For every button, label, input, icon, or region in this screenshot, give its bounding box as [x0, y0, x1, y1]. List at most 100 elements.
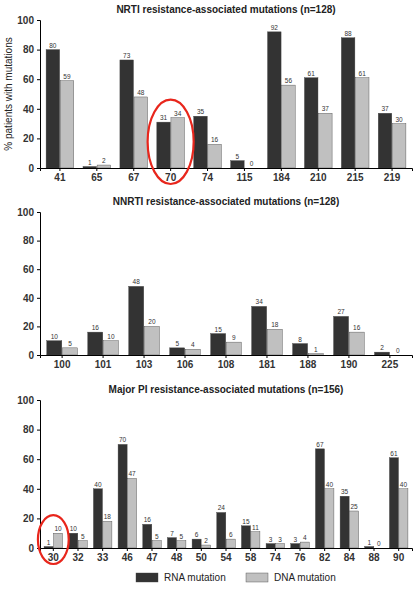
y-tick-mark — [37, 138, 40, 139]
data-label: 47 — [128, 470, 136, 477]
y-tick-label: 100 — [17, 395, 34, 406]
bar — [291, 544, 300, 548]
x-tick-label: 58 — [245, 552, 257, 563]
x-tick-mark — [133, 168, 134, 171]
x-axis: 100101103106108181188190225 — [41, 355, 413, 370]
data-label: 8 — [298, 336, 302, 343]
x-tick-mark — [77, 548, 78, 551]
y-tick-label: 20 — [23, 321, 35, 332]
bar — [62, 348, 77, 355]
bar — [399, 489, 408, 548]
bar — [202, 545, 211, 548]
x-tick: 46 — [122, 548, 134, 563]
bar — [231, 161, 245, 168]
highlight-ellipse — [38, 515, 69, 564]
x-tick-label: 74 — [202, 172, 214, 183]
y-tick: 80 — [23, 235, 40, 246]
x-tick: 190 — [341, 355, 358, 370]
chart-title: NRTI resistance-associated mutations (n=… — [116, 4, 335, 15]
y-tick-label: 60 — [23, 74, 35, 85]
bars — [44, 444, 408, 548]
bar — [374, 548, 383, 549]
y-tick: 40 — [23, 104, 40, 115]
bar — [349, 332, 364, 355]
bar — [355, 78, 369, 168]
data-label: 31 — [160, 114, 168, 121]
x-tick-label: 100 — [54, 359, 71, 370]
x-tick-label: 188 — [300, 359, 317, 370]
bar — [93, 489, 102, 548]
x-tick-mark — [127, 548, 128, 551]
x-tick-label: 67 — [128, 172, 140, 183]
data-label: 16 — [353, 324, 361, 331]
x-tick-label: 32 — [72, 552, 84, 563]
data-label: 27 — [337, 308, 345, 315]
x-tick: 210 — [310, 168, 327, 183]
x-tick-label: 181 — [259, 359, 276, 370]
bar — [350, 511, 359, 548]
chart: Major PI resistance-associated mutations… — [17, 384, 412, 583]
x-tick-mark — [201, 548, 202, 551]
x-tick-label: 30 — [48, 552, 60, 563]
x-axis: 303233464748505458747682848890 — [41, 548, 413, 563]
bar — [217, 512, 226, 548]
bar — [315, 449, 324, 548]
data-label: 6 — [229, 531, 233, 538]
x-tick: 30 — [48, 548, 60, 563]
data-label: 92 — [271, 24, 279, 31]
data-label: 7 — [170, 530, 174, 537]
y-tick-mark — [37, 20, 40, 21]
data-label: 5 — [155, 533, 159, 540]
x-tick: 74 — [202, 168, 214, 183]
bar — [308, 354, 323, 355]
x-tick: 108 — [218, 355, 235, 370]
y-tick-mark — [37, 269, 40, 270]
data-label: 1 — [367, 539, 371, 546]
x-tick: 65 — [91, 168, 103, 183]
bar — [319, 113, 333, 168]
bar — [167, 538, 176, 548]
bar — [194, 116, 208, 168]
bar — [103, 521, 112, 548]
bar — [252, 306, 267, 355]
data-label: 3 — [278, 536, 282, 543]
chart-title: Major PI resistance-associated mutations… — [109, 384, 344, 395]
x-tick-mark — [96, 168, 97, 171]
x-tick-mark — [151, 548, 152, 551]
x-axis-line — [41, 356, 413, 359]
x-tick-label: 101 — [95, 359, 112, 370]
x-tick-mark — [392, 168, 393, 171]
x-tick-label: 184 — [273, 172, 290, 183]
bar — [134, 97, 148, 168]
x-tick: 47 — [146, 548, 158, 563]
x-tick: 90 — [393, 548, 405, 563]
data-label: 0 — [377, 540, 381, 547]
x-tick-mark — [348, 355, 349, 358]
data-label: 4 — [303, 534, 307, 541]
x-tick-mark — [185, 355, 186, 358]
x-tick-label: 219 — [384, 172, 401, 183]
x-tick: 219 — [384, 168, 401, 183]
x-tick: 41 — [54, 168, 66, 183]
data-label: 5 — [180, 533, 184, 540]
x-tick-label: 47 — [146, 552, 158, 563]
y-tick-label: 100 — [17, 207, 34, 218]
x-tick-mark — [275, 548, 276, 551]
data-label: 67 — [316, 441, 324, 448]
y-tick: 60 — [23, 264, 40, 275]
bar — [157, 122, 171, 168]
bar — [60, 81, 74, 168]
x-tick-mark — [281, 168, 282, 171]
data-label: 37 — [322, 105, 330, 112]
x-tick-mark — [250, 548, 251, 551]
x-tick-label: 82 — [319, 552, 331, 563]
chart-title: NNRTI resistance-associated mutations (n… — [113, 196, 339, 207]
bars — [46, 32, 406, 168]
data-label: 3 — [293, 536, 297, 543]
bar — [128, 478, 137, 548]
y-tick: 100 — [17, 15, 40, 26]
y-tick-mark — [37, 489, 40, 490]
data-label: 34 — [174, 110, 182, 117]
x-tick-label: 84 — [344, 552, 356, 563]
y-tick: 40 — [23, 484, 40, 495]
